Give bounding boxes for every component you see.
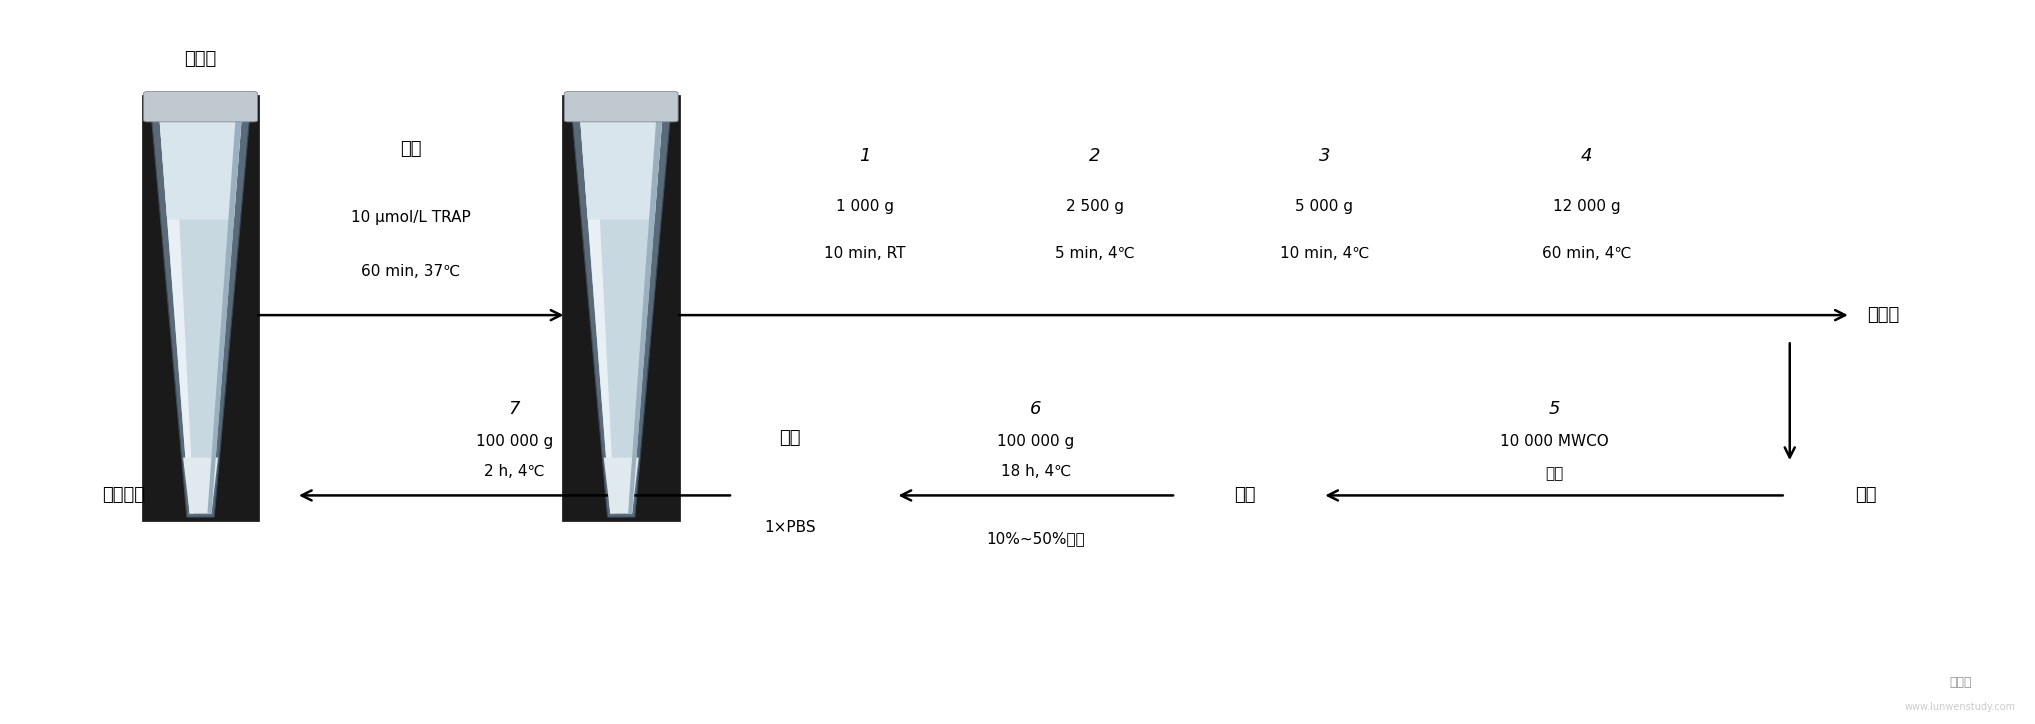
Text: 10 μmol/L TRAP: 10 μmol/L TRAP (350, 210, 470, 225)
Polygon shape (159, 120, 242, 513)
Text: 7: 7 (509, 400, 521, 418)
Text: 5: 5 (1549, 400, 1559, 418)
Polygon shape (159, 120, 193, 513)
FancyBboxPatch shape (144, 91, 258, 122)
Text: 1×PBS: 1×PBS (763, 521, 816, 535)
Text: www.lunwenstudy.com: www.lunwenstudy.com (1905, 702, 2017, 712)
Text: 稀释: 稀释 (779, 429, 800, 447)
Text: 5 000 g: 5 000 g (1296, 199, 1353, 214)
Polygon shape (208, 120, 242, 513)
Polygon shape (604, 458, 639, 513)
Text: 5 min, 4℃: 5 min, 4℃ (1054, 246, 1136, 261)
Polygon shape (183, 458, 218, 513)
Text: 活化: 活化 (401, 140, 421, 159)
Text: 外泌体粒: 外泌体粒 (102, 487, 144, 505)
Text: 1 000 g: 1 000 g (836, 199, 893, 214)
Polygon shape (580, 120, 661, 219)
Polygon shape (572, 120, 670, 517)
Polygon shape (580, 120, 661, 513)
Text: 2 500 g: 2 500 g (1066, 199, 1123, 214)
Polygon shape (580, 120, 615, 513)
Text: 超滤: 超滤 (1545, 466, 1563, 481)
FancyBboxPatch shape (142, 95, 260, 521)
Text: 60 min, 37℃: 60 min, 37℃ (362, 264, 460, 279)
Text: 10%~50%蔗糖: 10%~50%蔗糖 (987, 531, 1085, 546)
Text: 4: 4 (1581, 148, 1591, 166)
Polygon shape (159, 120, 242, 219)
Polygon shape (153, 120, 250, 517)
Polygon shape (629, 120, 661, 513)
Text: 上清: 上清 (1854, 487, 1876, 505)
Text: 6: 6 (1030, 400, 1042, 418)
Text: 血小板: 血小板 (185, 50, 216, 68)
Text: 100 000 g: 100 000 g (476, 434, 554, 449)
FancyBboxPatch shape (564, 91, 678, 122)
Text: 3: 3 (1319, 148, 1331, 166)
Text: 浓缩: 浓缩 (1235, 487, 1256, 505)
Text: 18 h, 4℃: 18 h, 4℃ (1001, 464, 1070, 479)
Text: 2: 2 (1089, 148, 1101, 166)
Text: 10 min, 4℃: 10 min, 4℃ (1280, 246, 1370, 261)
Text: 60 min, 4℃: 60 min, 4℃ (1543, 246, 1632, 261)
Text: 100 000 g: 100 000 g (997, 434, 1074, 449)
Text: 学术堂: 学术堂 (1950, 676, 1972, 689)
Text: 10 min, RT: 10 min, RT (824, 246, 906, 261)
FancyBboxPatch shape (562, 95, 680, 521)
Text: 微泡粒: 微泡粒 (1866, 306, 1899, 324)
Text: 1: 1 (859, 148, 871, 166)
Text: 10 000 MWCO: 10 000 MWCO (1500, 434, 1608, 449)
Text: 2 h, 4℃: 2 h, 4℃ (484, 464, 545, 479)
Text: 12 000 g: 12 000 g (1553, 199, 1620, 214)
